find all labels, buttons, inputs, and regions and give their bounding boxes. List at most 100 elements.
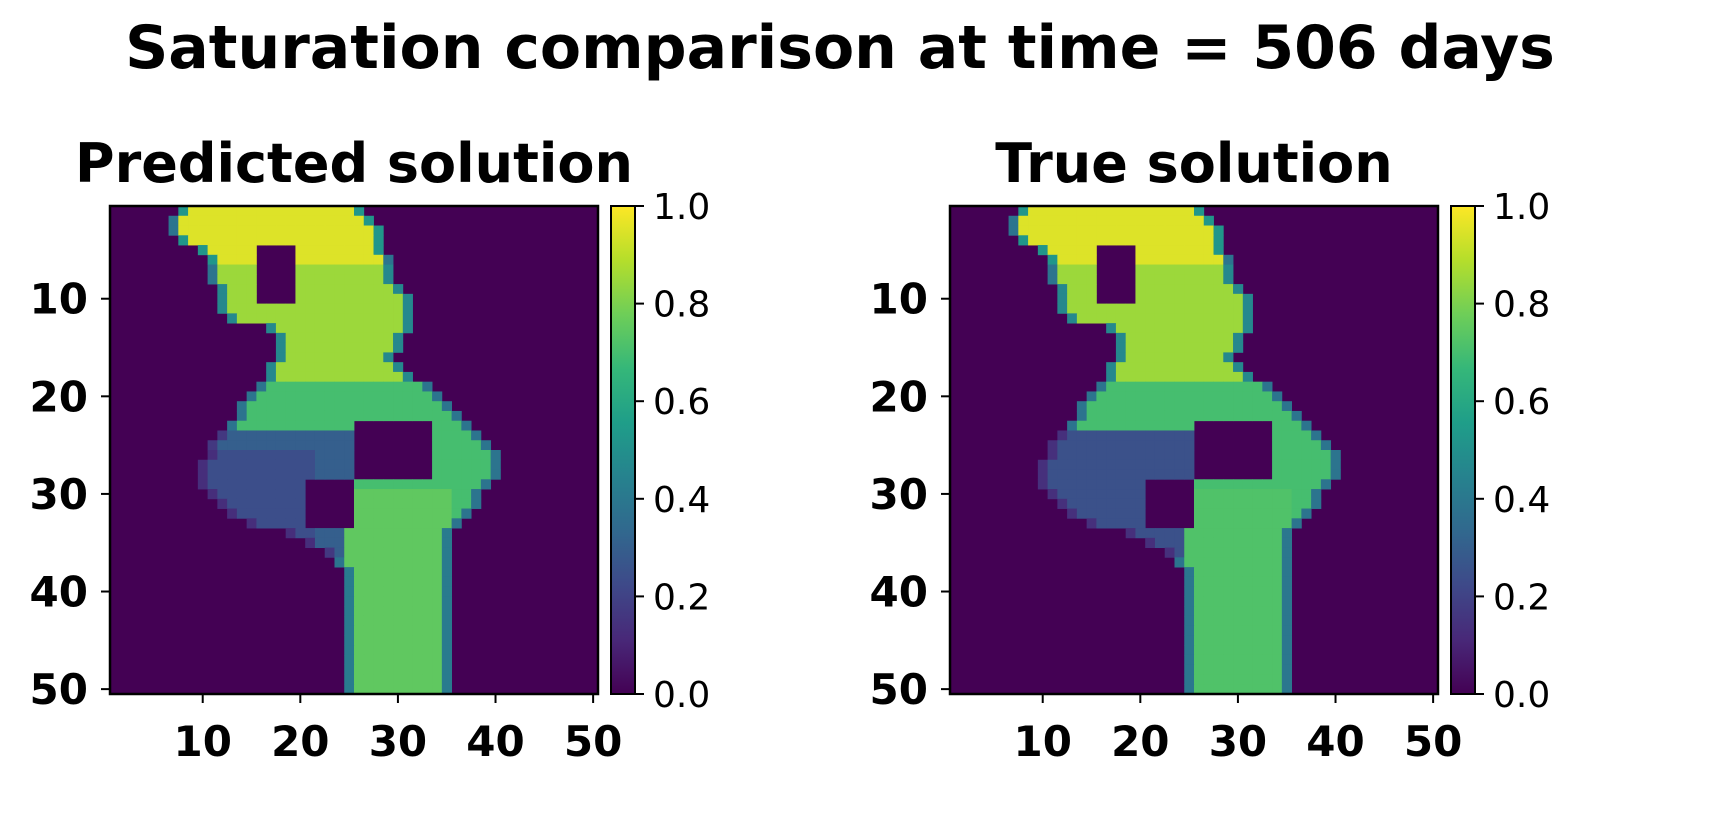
heatmap-cell <box>1135 323 1146 334</box>
heatmap-cell <box>1311 489 1322 500</box>
heatmap-cell <box>1145 225 1156 236</box>
heatmap-cell <box>354 284 365 295</box>
heatmap-cell <box>402 371 413 383</box>
heatmap-cell <box>1203 518 1214 529</box>
heatmap-cell <box>246 489 257 500</box>
heatmap-cell <box>383 596 394 607</box>
heatmap-cell <box>1047 235 1058 246</box>
heatmap-cell <box>266 498 277 509</box>
heatmap-cell <box>354 352 365 363</box>
heatmap-cell <box>314 264 326 275</box>
heatmap-cell <box>334 254 345 265</box>
heatmap-cell <box>334 537 345 548</box>
heatmap-cell <box>1164 313 1175 324</box>
heatmap-cell <box>1096 410 1107 422</box>
heatmap-cell <box>432 674 443 685</box>
heatmap-cell <box>1242 489 1253 500</box>
heatmap-cell <box>471 498 482 509</box>
heatmap-cell <box>1184 674 1195 685</box>
heatmap-cell <box>354 303 365 314</box>
heatmap-cell <box>363 596 374 607</box>
heatmap-cell <box>314 391 326 402</box>
heatmap-cell <box>1281 508 1292 519</box>
heatmap-cell <box>1096 479 1107 490</box>
heatmap-cell <box>1135 342 1146 353</box>
heatmap-cell <box>1184 303 1195 314</box>
heatmap-cell <box>1067 264 1078 275</box>
heatmap-cell <box>1184 625 1195 636</box>
heatmap-cell <box>1164 430 1175 441</box>
heatmap-cell <box>1135 206 1146 217</box>
heatmap-cell <box>324 206 335 217</box>
heatmap-cell <box>334 391 345 402</box>
heatmap-cell <box>393 664 404 675</box>
heatmap-cell <box>471 459 482 470</box>
heatmap-cell <box>295 323 306 334</box>
heatmap-cell <box>1184 586 1195 597</box>
heatmap-cell <box>1203 567 1214 578</box>
heatmap-cell <box>1311 430 1322 441</box>
heatmap-cell <box>393 684 404 695</box>
heatmap-cell <box>305 313 316 324</box>
heatmap-cell <box>197 479 208 490</box>
heatmap-cell <box>1135 293 1146 304</box>
heatmap-cell <box>1106 430 1117 441</box>
heatmap-cell <box>1194 518 1205 529</box>
heatmap-cell <box>275 508 287 519</box>
heatmap-cell <box>1057 459 1068 470</box>
heatmap-cell <box>1037 225 1048 236</box>
heatmap-cell <box>1330 450 1341 461</box>
x-tick-label: 20 <box>1111 717 1169 766</box>
heatmap-cell <box>1076 430 1088 441</box>
heatmap-cell <box>1233 674 1244 685</box>
heatmap-cell <box>363 352 374 363</box>
heatmap-cell <box>1057 215 1068 226</box>
heatmap-cell <box>422 586 433 597</box>
heatmap-cell <box>1184 410 1195 422</box>
heatmap-cell <box>1301 498 1312 509</box>
heatmap-cell <box>1047 274 1058 285</box>
heatmap-cell <box>1086 459 1097 470</box>
heatmap-cell <box>324 430 335 441</box>
heatmap-cell <box>1194 381 1205 392</box>
heatmap-cell <box>1223 674 1234 685</box>
heatmap-cell <box>1154 401 1166 412</box>
heatmap-cell <box>1223 332 1234 344</box>
heatmap-cell <box>373 518 384 529</box>
heatmap-cell <box>402 489 413 500</box>
heatmap-cell <box>168 225 179 236</box>
heatmap-cell <box>1125 332 1136 344</box>
heatmap-cell <box>1242 401 1253 412</box>
heatmap-cell <box>227 313 238 324</box>
heatmap-cell <box>1242 323 1253 334</box>
heatmap-cell <box>1145 323 1156 334</box>
heatmap-cell <box>1213 576 1224 588</box>
heatmap-cell <box>1096 518 1107 529</box>
heatmap-cell <box>1086 450 1097 461</box>
heatmap-cell <box>344 664 355 675</box>
heatmap-cell <box>441 450 452 461</box>
heatmap-cell <box>1311 498 1322 509</box>
heatmap-cell <box>285 430 296 441</box>
heatmap-cell <box>412 537 423 548</box>
heatmap-cell <box>383 489 394 500</box>
heatmap-cell <box>441 498 452 509</box>
heatmap-cell <box>324 342 335 353</box>
heatmap-cell <box>412 674 423 685</box>
heatmap-cell <box>1233 489 1244 500</box>
heatmap-cell <box>266 215 277 226</box>
heatmap-cell <box>1135 274 1146 285</box>
heatmap-cell <box>402 664 413 675</box>
heatmap-cell <box>1184 459 1195 470</box>
heatmap-cell <box>1154 391 1166 402</box>
heatmap-cell <box>227 489 238 500</box>
heatmap-cell <box>1272 567 1283 578</box>
heatmap-cell <box>1174 313 1185 324</box>
heatmap-cell <box>441 684 452 695</box>
heatmap-cell <box>1057 303 1068 314</box>
heatmap-cell <box>1301 469 1312 480</box>
heatmap-cell <box>266 489 277 500</box>
heatmap-cell <box>1057 274 1068 285</box>
heatmap-cell <box>256 225 267 236</box>
heatmap-cell <box>285 420 296 431</box>
